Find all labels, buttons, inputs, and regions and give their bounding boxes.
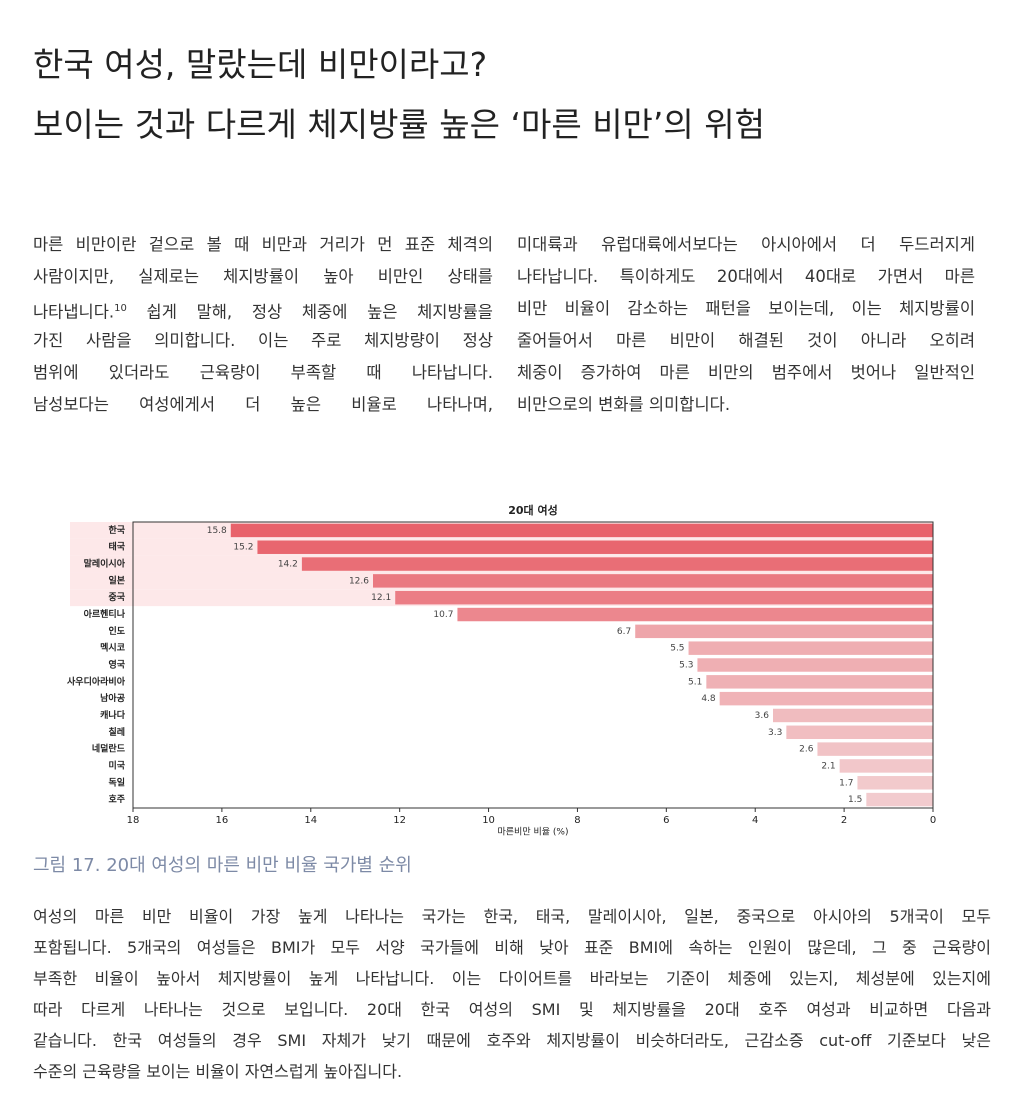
bar bbox=[857, 776, 933, 790]
intro-line: 줄어들어서 마른 비만이 해결된 것이 아니라 오히려 bbox=[517, 331, 975, 350]
bar bbox=[706, 675, 933, 689]
y-tick-label: 일본 bbox=[108, 574, 125, 586]
x-tick-label: 4 bbox=[752, 815, 758, 826]
value-label: 12.1 bbox=[371, 593, 391, 603]
text: 나타냅니다. bbox=[33, 302, 115, 322]
bar bbox=[257, 540, 933, 554]
body-line: 포함됩니다. 5개국의 여성들은 BMI가 모두 서양 국가들에 비해 낮아 표… bbox=[33, 938, 991, 957]
x-tick-label: 16 bbox=[216, 815, 229, 826]
value-label: 1.5 bbox=[848, 795, 862, 805]
intro-line: 비만으로의 변화를 의미합니다. bbox=[517, 395, 731, 414]
bar bbox=[395, 590, 933, 605]
body-line: 부족한 비율이 높아서 체지방률이 높게 나타납니다. 이는 다이어트를 바라보… bbox=[33, 969, 991, 988]
body-line: 수준의 근육량을 보이는 비율이 자연스럽게 높아집니다. bbox=[33, 1062, 403, 1081]
plot-frame bbox=[132, 521, 934, 809]
value-label: 1.7 bbox=[839, 778, 853, 788]
x-tick-label: 12 bbox=[393, 815, 406, 826]
intro-line: 체중이 증가하여 마른 비만의 범주에서 벗어나 일반적인 bbox=[517, 363, 975, 382]
text: 쉽게 말해, 정상 체중에 높은 체지방률을 bbox=[126, 302, 493, 322]
intro-line: 나타냅니다.10 쉽게 말해, 정상 체중에 높은 체지방률을 bbox=[33, 294, 493, 324]
bar bbox=[866, 792, 933, 807]
intro-line: 가진 사람을 의미합니다. 이는 주로 체지방량이 정상 bbox=[33, 331, 493, 350]
bar bbox=[373, 574, 933, 588]
value-label: 5.5 bbox=[670, 644, 684, 654]
bar bbox=[817, 742, 933, 756]
x-tick-label: 14 bbox=[304, 815, 317, 826]
chart-title: 20대 여성 bbox=[508, 503, 558, 517]
x-tick-label: 0 bbox=[930, 815, 936, 826]
bar bbox=[635, 624, 933, 639]
y-tick-label: 영국 bbox=[108, 659, 125, 671]
y-tick-label: 캐나다 bbox=[100, 709, 126, 721]
bar bbox=[301, 557, 933, 571]
y-tick-label: 미국 bbox=[108, 759, 125, 771]
y-tick-label: 멕시코 bbox=[100, 642, 125, 654]
y-tick-label: 네덜란드 bbox=[92, 743, 126, 755]
intro-line: 사람이지만, 실제로는 체지방률이 높아 비만인 상태를 bbox=[33, 267, 493, 286]
intro-line: 범위에 있더라도 근육량이 부족할 때 나타납니다. bbox=[33, 363, 493, 382]
bar bbox=[697, 658, 933, 672]
value-label: 12.6 bbox=[349, 576, 369, 586]
y-tick-label: 중국 bbox=[108, 592, 125, 603]
intro-line: 비만 비율이 감소하는 패턴을 보이는데, 이는 체지방률이 bbox=[517, 299, 975, 318]
body-line: 같습니다. 한국 여성들의 경우 SMI 자체가 낮기 때문에 호주와 체지방률… bbox=[33, 1031, 991, 1050]
value-label: 10.7 bbox=[433, 610, 453, 620]
intro-line: 남성보다는 여성에게서 더 높은 비율로 나타나며, bbox=[33, 395, 493, 414]
footnote-ref: 10 bbox=[114, 303, 127, 314]
intro-line: 마른 비만이란 겉으로 볼 때 비만과 거리가 먼 표준 체격의 bbox=[33, 235, 493, 254]
body-line: 따라 다르게 나타나는 것으로 보입니다. 20대 한국 여성의 SMI 및 체… bbox=[33, 1000, 991, 1019]
bar bbox=[719, 691, 933, 706]
y-tick-label: 인도 bbox=[108, 626, 125, 637]
value-label: 4.8 bbox=[701, 694, 716, 704]
y-tick-label: 아르헨티나 bbox=[84, 608, 126, 620]
bar bbox=[773, 708, 933, 723]
value-label: 2.6 bbox=[799, 745, 814, 755]
x-tick-label: 10 bbox=[482, 815, 495, 826]
y-tick-label: 말레이시아 bbox=[84, 558, 126, 570]
title-line: 보이는 것과 다르게 체지방률 높은 ‘마른 비만’의 위험 bbox=[33, 105, 765, 144]
x-tick-label: 18 bbox=[127, 815, 140, 826]
x-tick-label: 2 bbox=[841, 815, 847, 826]
bar bbox=[230, 523, 933, 538]
intro-line: 나타납니다. 특이하게도 20대에서 40대로 가면서 마른 bbox=[517, 267, 975, 286]
y-tick-label: 한국 bbox=[108, 524, 125, 536]
x-tick-label: 8 bbox=[574, 815, 580, 826]
y-tick-label: 사우디아라비아 bbox=[67, 675, 126, 687]
title-line: 한국 여성, 말랐는데 비만이라고? bbox=[33, 45, 488, 84]
y-tick-label: 칠레 bbox=[108, 726, 125, 738]
y-tick-label: 남아공 bbox=[100, 692, 125, 704]
y-tick-label: 태국 bbox=[108, 541, 125, 553]
value-label: 14.2 bbox=[278, 560, 298, 570]
intro-line: 미대륙과 유럽대륙에서보다는 아시아에서 더 두드러지게 bbox=[517, 235, 975, 254]
caption: 그림 17. 20대 여성의 마른 비만 비율 국가별 순위 bbox=[33, 855, 412, 876]
value-label: 5.1 bbox=[688, 677, 702, 687]
x-axis-label: 마른비만 비율 (%) bbox=[498, 827, 569, 838]
value-label: 3.3 bbox=[768, 728, 782, 738]
value-label: 15.8 bbox=[207, 526, 227, 536]
bar bbox=[786, 725, 933, 740]
value-label: 6.7 bbox=[617, 627, 631, 637]
value-label: 2.1 bbox=[821, 761, 835, 771]
bar bbox=[688, 641, 933, 655]
x-tick-label: 6 bbox=[663, 815, 669, 826]
bar bbox=[457, 607, 933, 622]
y-tick-label: 호주 bbox=[108, 794, 125, 805]
body-line: 여성의 마른 비만 비율이 가장 높게 나타나는 국가는 한국, 태국, 말레이… bbox=[33, 907, 991, 926]
value-label: 15.2 bbox=[233, 543, 253, 553]
value-label: 3.6 bbox=[755, 711, 770, 721]
value-label: 5.3 bbox=[679, 661, 693, 671]
y-tick-label: 독일 bbox=[108, 776, 125, 788]
bar bbox=[839, 759, 933, 773]
